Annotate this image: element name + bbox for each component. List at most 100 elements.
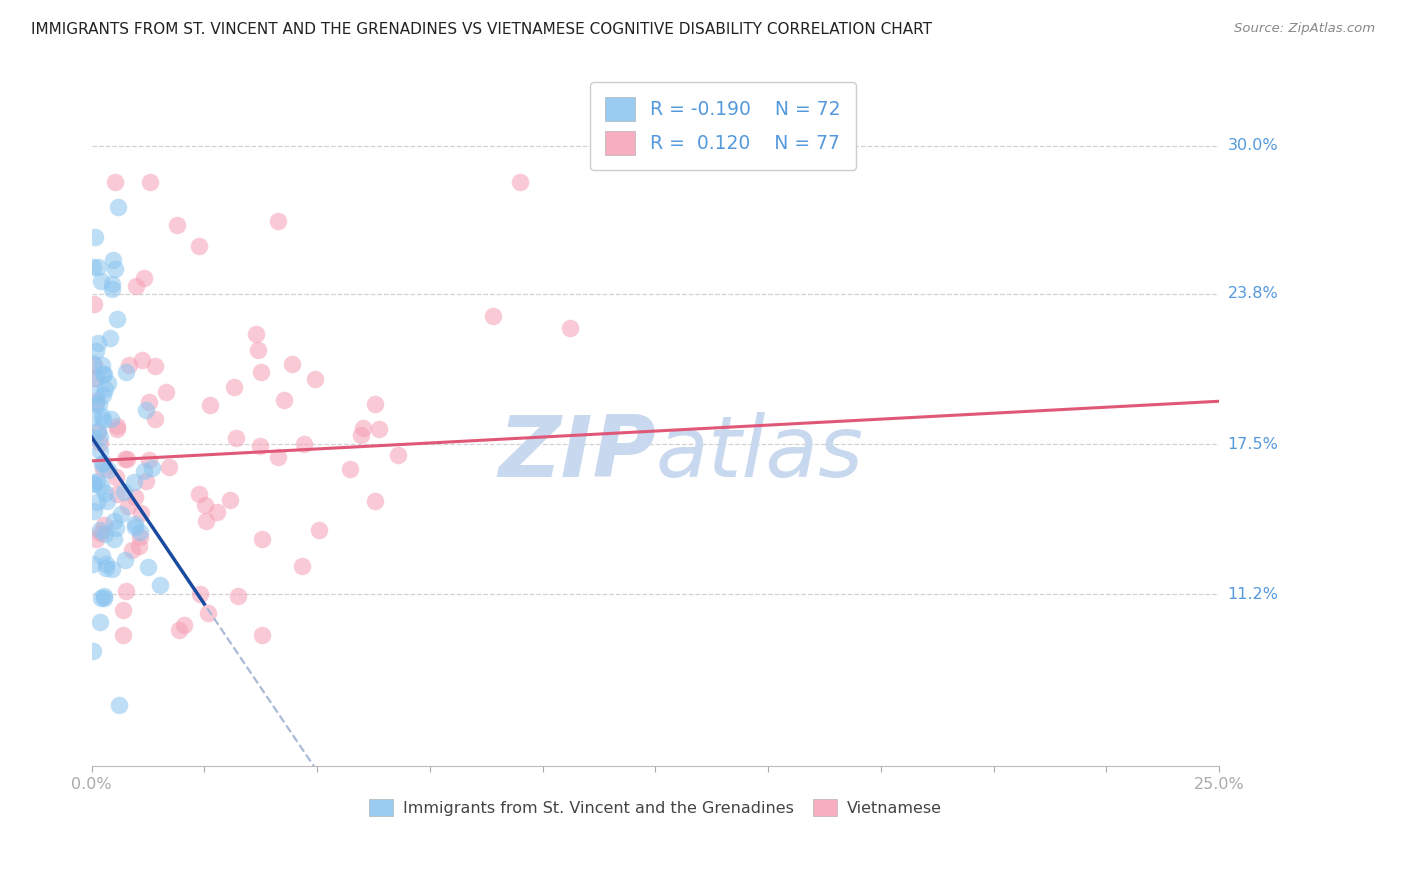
Point bbox=[128, 524, 150, 539]
Point bbox=[83, 297, 105, 311]
Point bbox=[91, 359, 114, 373]
Point bbox=[90, 274, 112, 288]
Point bbox=[198, 398, 221, 412]
Point bbox=[482, 309, 505, 323]
Text: Source: ZipAtlas.com: Source: ZipAtlas.com bbox=[1234, 22, 1375, 36]
Point bbox=[93, 518, 115, 533]
Point bbox=[114, 553, 136, 567]
Point bbox=[104, 521, 127, 535]
Point bbox=[93, 368, 115, 382]
Point bbox=[131, 353, 153, 368]
Point bbox=[84, 230, 107, 244]
Text: 17.5%: 17.5% bbox=[1227, 437, 1278, 451]
Text: 23.8%: 23.8% bbox=[1227, 286, 1278, 301]
Point bbox=[124, 475, 146, 489]
Point bbox=[90, 409, 112, 423]
Point bbox=[89, 525, 111, 540]
Point bbox=[226, 590, 249, 604]
Point bbox=[91, 549, 114, 564]
Point bbox=[94, 382, 117, 396]
Point bbox=[105, 487, 128, 501]
Point bbox=[103, 514, 125, 528]
Point bbox=[129, 506, 152, 520]
Point bbox=[91, 388, 114, 402]
Point bbox=[89, 523, 111, 537]
Point bbox=[84, 397, 107, 411]
Point bbox=[89, 615, 111, 629]
Point bbox=[91, 461, 114, 475]
Point bbox=[143, 359, 166, 374]
Point bbox=[188, 487, 211, 501]
Point bbox=[363, 397, 385, 411]
Point bbox=[111, 603, 134, 617]
Point bbox=[89, 444, 111, 458]
Point bbox=[82, 644, 104, 658]
Point bbox=[124, 519, 146, 533]
Point bbox=[101, 561, 124, 575]
Point bbox=[104, 175, 127, 189]
Point bbox=[83, 504, 105, 518]
Point bbox=[367, 422, 389, 436]
Point bbox=[143, 411, 166, 425]
Point bbox=[124, 517, 146, 532]
Point bbox=[94, 485, 117, 500]
Point bbox=[104, 261, 127, 276]
Point bbox=[249, 439, 271, 453]
Point bbox=[94, 527, 117, 541]
Point bbox=[110, 507, 132, 521]
Point bbox=[197, 606, 219, 620]
Point bbox=[91, 458, 114, 472]
Point bbox=[89, 435, 111, 450]
Point bbox=[83, 477, 105, 491]
Point bbox=[82, 356, 104, 370]
Point bbox=[83, 371, 105, 385]
Point bbox=[117, 500, 139, 514]
Point bbox=[91, 456, 114, 470]
Point bbox=[93, 589, 115, 603]
Point bbox=[225, 432, 247, 446]
Point bbox=[84, 532, 107, 546]
Point bbox=[114, 366, 136, 380]
Point bbox=[194, 498, 217, 512]
Point bbox=[141, 461, 163, 475]
Point bbox=[114, 451, 136, 466]
Point bbox=[138, 452, 160, 467]
Point bbox=[87, 425, 110, 439]
Point bbox=[135, 474, 157, 488]
Point bbox=[105, 419, 128, 434]
Point bbox=[267, 450, 290, 464]
Point bbox=[339, 461, 361, 475]
Point bbox=[132, 464, 155, 478]
Point bbox=[103, 532, 125, 546]
Point bbox=[97, 376, 120, 391]
Point bbox=[173, 618, 195, 632]
Point bbox=[107, 200, 129, 214]
Point bbox=[281, 357, 304, 371]
Point bbox=[166, 218, 188, 232]
Point bbox=[86, 474, 108, 488]
Point bbox=[304, 372, 326, 386]
Point bbox=[194, 514, 217, 528]
Point bbox=[82, 430, 104, 444]
Point bbox=[86, 425, 108, 439]
Point bbox=[94, 561, 117, 575]
Point bbox=[86, 495, 108, 509]
Point bbox=[128, 539, 150, 553]
Point bbox=[91, 367, 114, 381]
Point bbox=[97, 463, 120, 477]
Point bbox=[84, 387, 107, 401]
Point bbox=[246, 343, 269, 358]
Point bbox=[138, 175, 160, 189]
Point bbox=[100, 277, 122, 292]
Point bbox=[249, 365, 271, 379]
Point bbox=[167, 623, 190, 637]
Point bbox=[509, 175, 531, 189]
Point bbox=[349, 427, 371, 442]
Point bbox=[105, 312, 128, 326]
Point bbox=[219, 492, 242, 507]
Point bbox=[135, 403, 157, 417]
Point bbox=[82, 476, 104, 491]
Point bbox=[250, 628, 273, 642]
Point bbox=[101, 253, 124, 268]
Point bbox=[84, 370, 107, 384]
